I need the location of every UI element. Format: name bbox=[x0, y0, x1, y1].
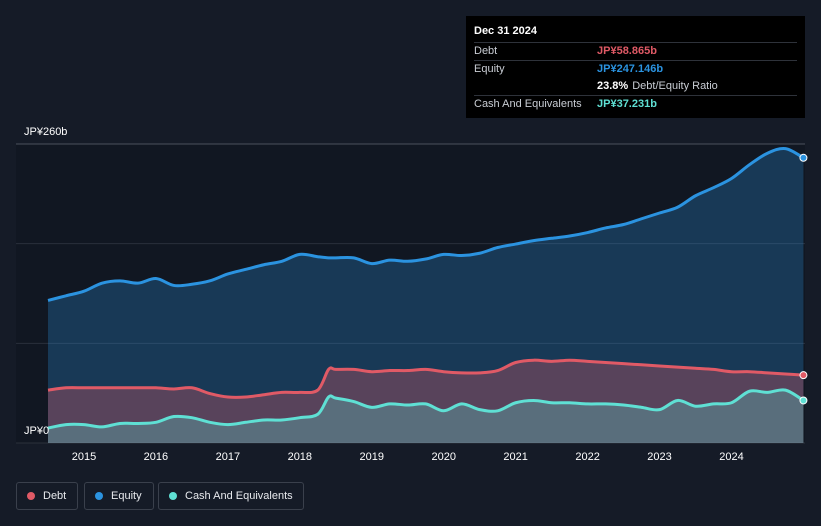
y-axis-top-label: JP¥260b bbox=[24, 126, 68, 138]
tooltip-cash-label: Cash And Equivalents bbox=[474, 98, 582, 110]
debt-dot-icon bbox=[27, 492, 35, 500]
tooltip-date: Dec 31 2024 bbox=[474, 25, 537, 37]
tooltip-equity-label: Equity bbox=[474, 63, 505, 75]
tooltip-equity-row: Equity JP¥247.146b bbox=[474, 60, 797, 78]
x-tick-label: 2017 bbox=[215, 451, 241, 463]
grid-lines bbox=[16, 143, 805, 444]
x-tick-label: 2019 bbox=[359, 451, 384, 463]
series-lines bbox=[47, 146, 805, 430]
equity-dot-icon bbox=[95, 492, 103, 500]
x-tick-label: 2016 bbox=[143, 451, 169, 463]
tooltip-ratio-row: 23.8% Debt/Equity Ratio bbox=[474, 78, 797, 95]
tooltip-ratio-value: 23.8% bbox=[597, 80, 629, 92]
debt-line bbox=[47, 358, 804, 399]
tooltip-debt-label: Debt bbox=[474, 45, 498, 57]
legend-equity[interactable]: Equity bbox=[84, 482, 154, 510]
x-tick-label: 2023 bbox=[647, 451, 672, 463]
x-tick-label: 2022 bbox=[575, 451, 600, 463]
y-axis-bottom-label: JP¥0 bbox=[24, 425, 50, 437]
cash-end-marker bbox=[799, 396, 808, 405]
x-tick-label: 2015 bbox=[71, 451, 97, 463]
cash-line bbox=[47, 388, 805, 430]
legend-cash[interactable]: Cash And Equivalents bbox=[158, 482, 304, 510]
x-tick-label: 2021 bbox=[503, 451, 528, 463]
tooltip-ratio-label: Debt/Equity Ratio bbox=[632, 80, 718, 92]
equity-line bbox=[47, 146, 805, 302]
legend-cash-label: Cash And Equivalents bbox=[185, 490, 293, 502]
cash-area bbox=[48, 389, 804, 443]
x-tick-label: 2018 bbox=[287, 451, 313, 463]
legend-debt[interactable]: Debt bbox=[16, 482, 78, 510]
tooltip-debt-row: Debt JP¥58.865b bbox=[474, 42, 797, 60]
equity-end-marker bbox=[799, 153, 808, 162]
tooltip-panel: Dec 31 2024 Debt JP¥58.865b Equity JP¥24… bbox=[466, 16, 805, 118]
tooltip-cash-value: JP¥37.231b bbox=[597, 98, 657, 110]
plot-background bbox=[16, 144, 805, 443]
x-tick-label: 2020 bbox=[431, 451, 456, 463]
tooltip-cash-row: Cash And Equivalents JP¥37.231b bbox=[474, 95, 797, 113]
equity-area bbox=[48, 148, 804, 443]
tooltip-debt-value: JP¥58.865b bbox=[597, 45, 657, 57]
tooltip-equity-value: JP¥247.146b bbox=[597, 63, 664, 75]
debt-end-marker bbox=[799, 371, 808, 380]
legend-equity-label: Equity bbox=[111, 490, 142, 502]
x-tick-label: 2024 bbox=[719, 451, 744, 463]
cash-dot-icon bbox=[169, 492, 177, 500]
end-markers bbox=[799, 153, 808, 405]
legend-debt-label: Debt bbox=[43, 490, 67, 502]
